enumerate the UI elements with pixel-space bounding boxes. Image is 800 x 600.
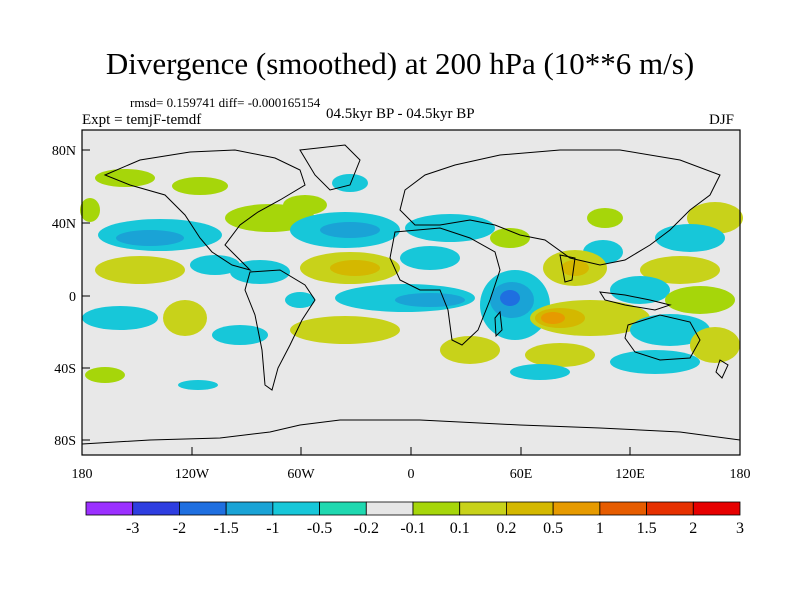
field-blob — [95, 256, 185, 284]
madagascar-outline — [494, 310, 503, 338]
y-tick-label: 40S — [54, 362, 76, 377]
field-blob — [490, 228, 530, 248]
colorbar-swatch — [646, 501, 694, 516]
field-blob — [80, 198, 100, 222]
field-blob — [172, 177, 228, 195]
field-blob — [665, 286, 735, 314]
field-blob — [212, 325, 268, 345]
season-label: DJF — [709, 112, 735, 128]
africa-outline — [389, 227, 501, 346]
field-blob — [285, 292, 315, 308]
eurasia-outline — [399, 149, 721, 266]
antarctica-outline — [81, 419, 741, 445]
colorbar-swatch — [225, 501, 274, 516]
field-blob — [541, 312, 565, 324]
field-blob — [510, 364, 570, 380]
colorbar: -3 -2 -1.5 -1 -0.5 -0.2 -0.1 0.1 0.2 0.5 1 1.5 2 3 — [85, 501, 744, 537]
field-blob — [655, 224, 725, 252]
field-blob — [332, 174, 368, 192]
colorbar-swatch — [552, 501, 601, 516]
colorbar-label: 0.2 — [496, 520, 516, 537]
field-blob — [95, 169, 155, 187]
field-blob — [163, 300, 207, 336]
y-tick-label: 40N — [52, 217, 76, 232]
colorbar-swatch — [412, 501, 461, 516]
indonesia-outline — [599, 291, 672, 311]
colorbar-label: -3 — [126, 520, 139, 537]
continent-outlines — [81, 144, 741, 445]
colorbar-swatch — [179, 501, 227, 516]
colorbar-swatch — [459, 501, 507, 516]
x-tick-label: 60W — [287, 467, 315, 482]
south-america-outline — [244, 269, 316, 391]
y-tick-label: 0 — [69, 290, 76, 305]
field-blob — [610, 276, 670, 304]
colorbar-label: -1.5 — [213, 520, 238, 537]
field-blob — [500, 290, 520, 306]
y-axis — [82, 149, 90, 441]
colorbar-label: 0.1 — [450, 520, 470, 537]
colorbar-swatch — [599, 501, 647, 516]
india-outline — [559, 254, 576, 283]
field-blob — [230, 260, 290, 284]
greenland-outline — [299, 144, 361, 191]
x-tick-label: 180 — [730, 467, 751, 482]
colorbar-swatch — [506, 501, 554, 516]
colorbar-label: -1 — [266, 520, 279, 537]
x-tick-label: 180 — [72, 467, 93, 482]
colorbar-swatch — [319, 501, 367, 516]
new-zealand-outline — [715, 359, 729, 379]
colorbar-label: 2 — [689, 520, 697, 537]
field-blob — [290, 316, 400, 344]
colorbar-label: 1 — [596, 520, 604, 537]
colorbar-swatch — [692, 501, 741, 516]
field-blob — [330, 260, 380, 276]
field-blob — [82, 306, 158, 330]
colorbar-label: -2 — [173, 520, 186, 537]
australia-outline — [624, 314, 701, 361]
y-tick-label: 80S — [54, 434, 76, 449]
colorbar-swatch — [132, 501, 180, 516]
field-blob — [395, 293, 465, 307]
colorbar-label: 0.5 — [543, 520, 563, 537]
x-axis — [81, 447, 741, 455]
field-blob — [283, 195, 327, 215]
field-blob — [405, 214, 495, 242]
plot-title: Divergence (smoothed) at 200 hPa (10**6 … — [105, 46, 695, 81]
x-tick-label: 120W — [175, 467, 210, 482]
colorbar-swatch — [272, 501, 320, 516]
field-blob — [440, 336, 500, 364]
field-blob — [85, 367, 125, 383]
field-blob — [178, 380, 218, 390]
field-blob — [587, 208, 623, 228]
field-blob — [690, 327, 740, 363]
colorbar-swatch — [365, 501, 414, 516]
colorbar-label: -0.5 — [307, 520, 332, 537]
period-label: 04.5kyr BP - 04.5kyr BP — [326, 106, 475, 122]
field-blob — [561, 260, 589, 276]
field-blob — [320, 222, 380, 238]
field-blob — [116, 230, 184, 246]
field-blob — [640, 256, 720, 284]
y-tick-label: 80N — [52, 144, 76, 159]
colorbar-label: -0.1 — [400, 520, 425, 537]
north-america-outline — [103, 149, 306, 271]
experiment-label: Expt = temjF-temdf — [82, 112, 202, 128]
field-blob — [400, 246, 460, 270]
colorbar-label: 1.5 — [637, 520, 657, 537]
field-blob — [190, 255, 240, 275]
colorbar-swatch — [85, 501, 134, 516]
field-blob — [525, 343, 595, 367]
stats-line: rmsd= 0.159741 diff= -0.000165154 — [130, 95, 321, 110]
x-tick-label: 120E — [615, 467, 645, 482]
x-tick-label: 0 — [408, 467, 415, 482]
colorbar-label: 3 — [736, 520, 744, 537]
colorbar-label: -0.2 — [354, 520, 379, 537]
x-tick-label: 60E — [510, 467, 533, 482]
field-blob — [610, 350, 700, 374]
